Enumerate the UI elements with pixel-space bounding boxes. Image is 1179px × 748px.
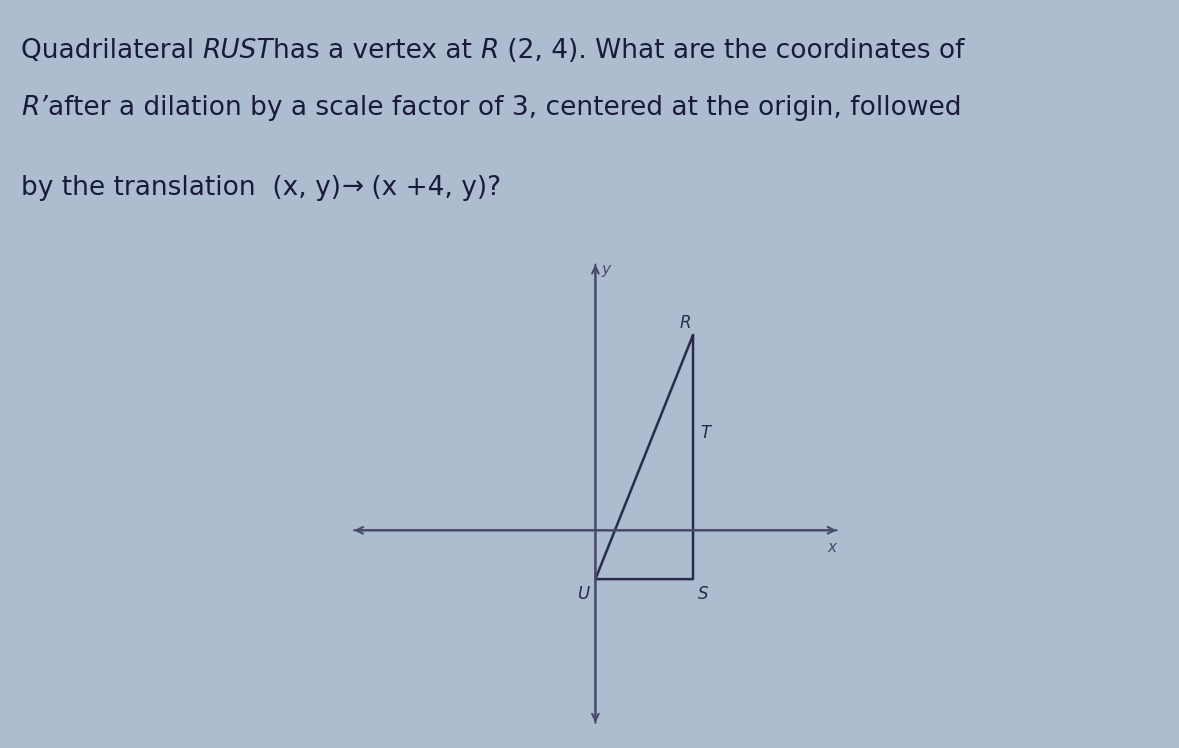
Text: RUST: RUST [203, 38, 274, 64]
Text: R’: R’ [21, 95, 48, 121]
Text: S: S [698, 585, 709, 603]
Text: x: x [828, 540, 837, 555]
Text: has a vertex at: has a vertex at [274, 38, 481, 64]
Text: R: R [680, 314, 691, 332]
Text: y: y [601, 262, 611, 277]
Text: T: T [700, 423, 710, 441]
Text: (2, 4). What are the coordinates of: (2, 4). What are the coordinates of [499, 38, 964, 64]
Text: after a dilation by a scale factor of 3, centered at the origin, followed: after a dilation by a scale factor of 3,… [48, 95, 961, 121]
Text: U: U [578, 585, 590, 603]
Text: Quadrilateral: Quadrilateral [21, 38, 203, 64]
Text: R: R [481, 38, 499, 64]
Text: by the translation  (x, y): by the translation (x, y) [21, 175, 341, 201]
Text: →: → [341, 175, 363, 201]
Text: (x +4, y)?: (x +4, y)? [363, 175, 501, 201]
